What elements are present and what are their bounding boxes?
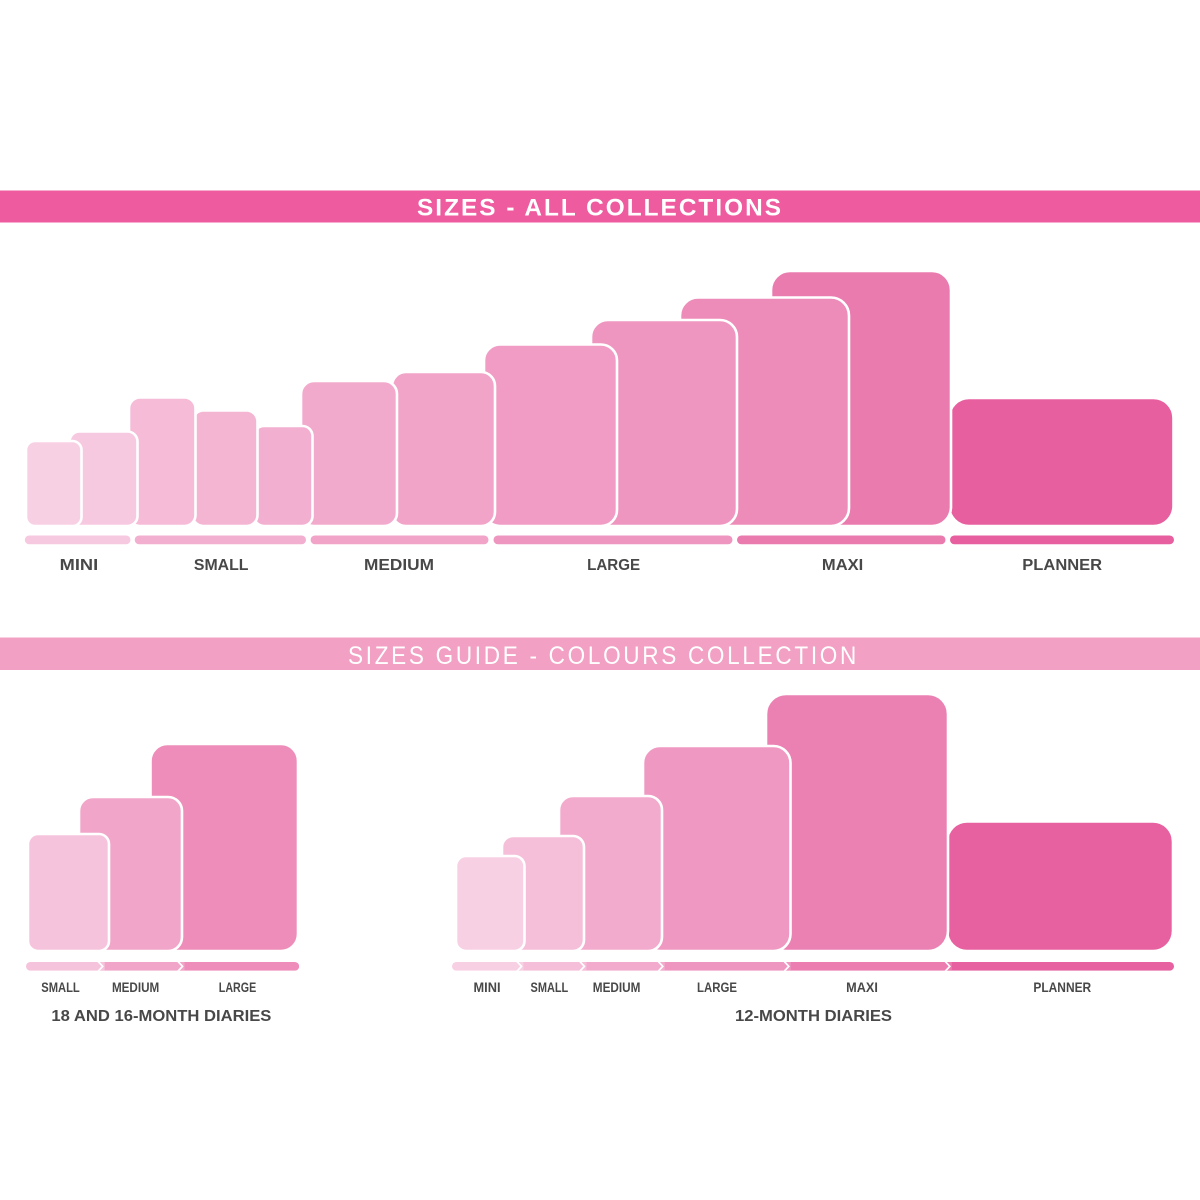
svg-text:SIZES - ALL COLLECTIONS: SIZES - ALL COLLECTIONS bbox=[417, 195, 783, 222]
svg-text:LARGE: LARGE bbox=[697, 979, 737, 995]
svg-text:SMALL: SMALL bbox=[531, 979, 569, 995]
svg-text:12-MONTH DIARIES: 12-MONTH DIARIES bbox=[735, 1008, 892, 1025]
svg-text:18 AND 16-MONTH DIARIES: 18 AND 16-MONTH DIARIES bbox=[51, 1008, 271, 1025]
svg-text:LARGE: LARGE bbox=[219, 979, 256, 995]
svg-text:MAXI: MAXI bbox=[846, 979, 878, 995]
svg-text:SMALL: SMALL bbox=[194, 557, 249, 574]
svg-text:MINI: MINI bbox=[60, 557, 99, 574]
svg-text:SMALL: SMALL bbox=[41, 979, 80, 995]
svg-text:SIZES GUIDE - COLOURS COLLECTI: SIZES GUIDE - COLOURS COLLECTION bbox=[348, 642, 859, 670]
svg-text:MINI: MINI bbox=[474, 979, 501, 995]
svg-text:PLANNER: PLANNER bbox=[1033, 979, 1091, 995]
svg-text:LARGE: LARGE bbox=[587, 557, 640, 574]
svg-text:PLANNER: PLANNER bbox=[1022, 557, 1102, 574]
svg-text:MEDIUM: MEDIUM bbox=[112, 979, 159, 995]
svg-text:MEDIUM: MEDIUM bbox=[364, 557, 434, 574]
svg-text:MEDIUM: MEDIUM bbox=[593, 979, 641, 995]
svg-text:MAXI: MAXI bbox=[822, 557, 863, 574]
